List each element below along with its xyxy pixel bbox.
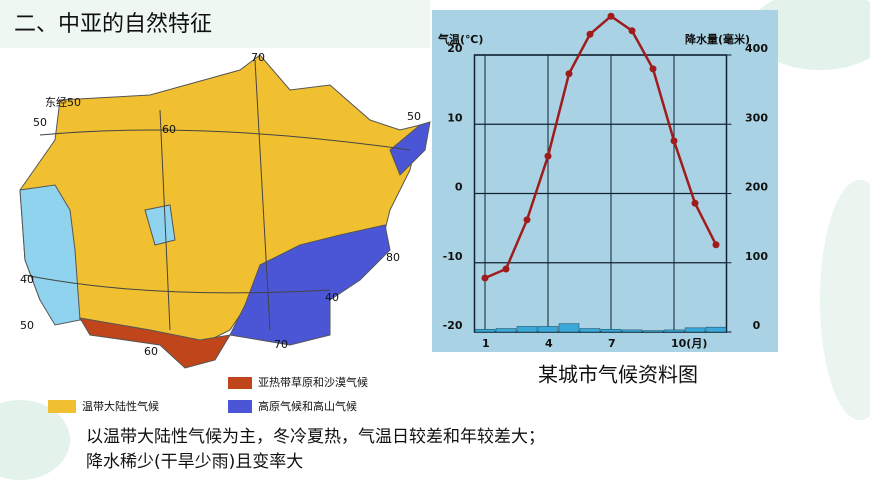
legend-label: 高原气候和高山气候 xyxy=(258,399,357,413)
map-label: 50 xyxy=(20,319,34,332)
map-label: 70 xyxy=(274,338,288,351)
y2-tick-label: 300 xyxy=(745,111,768,124)
y-tick-label: 10 xyxy=(447,111,463,124)
legend-label: 温带大陆性气候 xyxy=(82,399,159,413)
precipitation-bar xyxy=(558,323,580,333)
title: 二、中亚的自然特征 xyxy=(14,12,212,37)
leaf xyxy=(750,0,870,70)
aral-sea xyxy=(144,204,176,246)
y2-axis-title: 降水量(毫米) xyxy=(685,32,750,46)
legend-swatch xyxy=(228,377,252,389)
y-axis-title: 气温(℃) xyxy=(437,32,483,46)
y2-tick-label: 400 xyxy=(745,42,768,55)
highland xyxy=(229,224,391,346)
temperature-point xyxy=(523,216,531,224)
x-tick-label: 1 xyxy=(482,337,490,350)
temperature-point xyxy=(607,12,615,20)
temperature-point xyxy=(628,27,636,35)
x-tick-label: 10(月) xyxy=(671,337,707,350)
map-label: 60 xyxy=(144,345,158,358)
precipitation-bar xyxy=(579,328,601,333)
precipitation-bar xyxy=(537,326,559,333)
precipitation-bar xyxy=(684,327,706,333)
body-text: 降水稀少(干旱少雨)且变率大 xyxy=(86,452,303,472)
temperature-point xyxy=(712,241,720,249)
parallel xyxy=(39,129,411,151)
y-tick-label: 20 xyxy=(447,42,463,55)
precipitation-bar xyxy=(642,330,664,333)
precipitation-bar xyxy=(516,326,538,333)
map-label: 70 xyxy=(251,51,265,64)
precipitation-bar xyxy=(663,329,685,333)
y-tick-label: -20 xyxy=(443,319,463,332)
title-band xyxy=(0,0,430,48)
parallel xyxy=(24,274,331,294)
y-tick-label: -10 xyxy=(443,250,463,263)
meridian xyxy=(159,109,171,331)
x-tick-label: 7 xyxy=(608,337,616,350)
y-tick-label: 0 xyxy=(455,181,463,194)
leaf xyxy=(820,180,870,420)
map-label: 50 xyxy=(407,110,421,123)
map-label: 东经50 xyxy=(45,96,81,109)
highland-east xyxy=(389,121,431,176)
precipitation-bar xyxy=(474,328,496,333)
temperature-point xyxy=(502,265,510,273)
legend-swatch xyxy=(48,400,76,413)
chart-background xyxy=(432,10,778,352)
map-label: 50 xyxy=(33,116,47,129)
x-tick-label: 4 xyxy=(545,337,553,350)
body-text: 以温带大陆性气候为主，冬冷夏热，气温日较差和年较差大； xyxy=(86,427,545,447)
map-label: 40 xyxy=(325,291,339,304)
map-label: 40 xyxy=(20,273,34,286)
leaf xyxy=(0,400,70,480)
map-label: 80 xyxy=(386,251,400,264)
precipitation-bar xyxy=(600,328,622,333)
temperature-point xyxy=(481,274,489,282)
y2-tick-label: 0 xyxy=(753,319,761,332)
temperature-line xyxy=(484,14,718,280)
temperature-point xyxy=(649,65,657,73)
temperature-point xyxy=(691,199,699,207)
precipitation-bar xyxy=(621,329,643,333)
temperature-point xyxy=(670,137,678,145)
temperature-point xyxy=(544,152,552,160)
meridian xyxy=(254,59,271,331)
map-label: 60 xyxy=(162,123,176,136)
y2-tick-label: 100 xyxy=(745,250,768,263)
precipitation-bar xyxy=(705,326,727,333)
caspian-sea xyxy=(19,184,81,326)
legend-swatch xyxy=(228,400,252,413)
map xyxy=(19,54,431,369)
y2-tick-label: 200 xyxy=(745,181,768,194)
caption: 某城市气候资料图 xyxy=(538,363,698,387)
precipitation-bar xyxy=(495,328,517,333)
temperature-point xyxy=(565,70,573,78)
legend-label: 亚热带草原和沙漠气候 xyxy=(258,375,368,389)
temperature-point xyxy=(586,30,594,38)
subtropical-steppe xyxy=(79,317,231,369)
